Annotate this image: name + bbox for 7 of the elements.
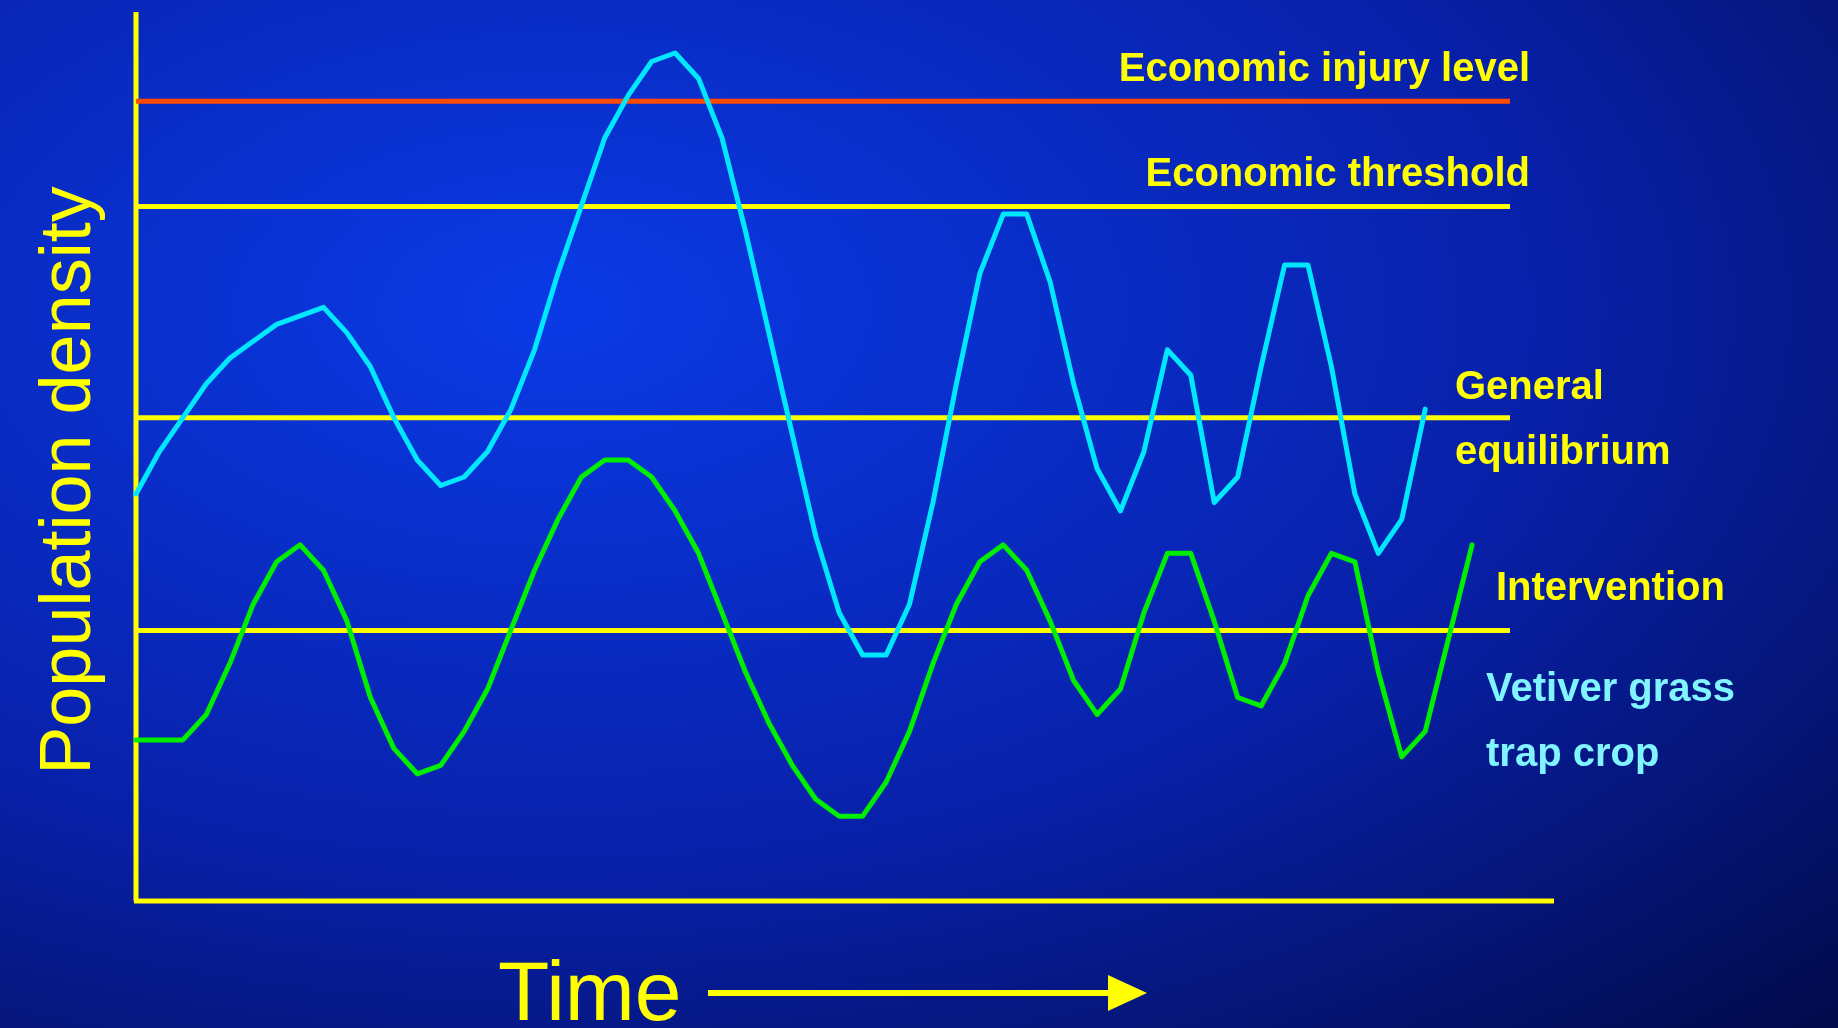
y-axis-title: Population density bbox=[25, 186, 105, 775]
ref-line-label: Economic injury level bbox=[1118, 45, 1530, 90]
ref-line-label: General equilibrium bbox=[1455, 362, 1671, 472]
ref-line-label: Economic threshold bbox=[1145, 150, 1530, 195]
ref-line-label: Intervention bbox=[1496, 564, 1725, 609]
x-axis-title: Time bbox=[498, 944, 682, 1028]
annotation: Vetiver grass trap crop bbox=[1486, 665, 1736, 774]
